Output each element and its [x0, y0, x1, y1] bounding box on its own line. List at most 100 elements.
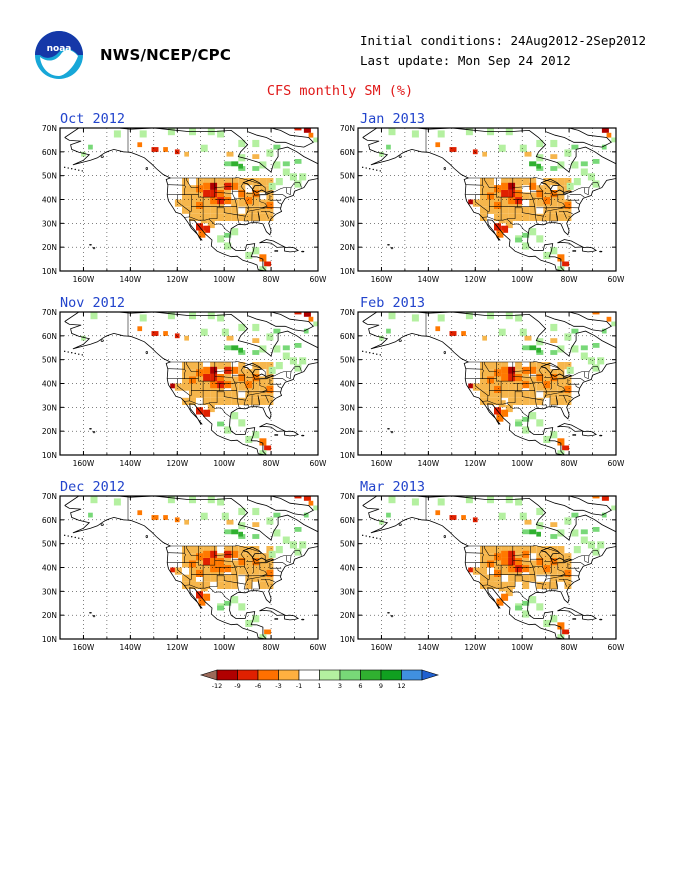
- anomaly-cell: [196, 383, 203, 391]
- state-border: [512, 192, 531, 194]
- anomaly-cell: [494, 376, 501, 384]
- coastline: [259, 239, 287, 248]
- anomaly-cell: [266, 390, 274, 398]
- anomaly-cell: [515, 421, 523, 427]
- anomaly-cell: [482, 335, 487, 341]
- anomaly-cell: [252, 383, 260, 391]
- anomaly-cell: [203, 550, 211, 558]
- anomaly-cell: [529, 574, 537, 582]
- anomaly-cell: [259, 376, 267, 384]
- anomaly-cell: [231, 178, 239, 186]
- anomaly-cell: [564, 385, 572, 393]
- anomaly-cell: [203, 374, 211, 382]
- anomaly-cell: [299, 173, 307, 181]
- lon-tick-label: 160W: [73, 275, 95, 284]
- coastline: [362, 128, 616, 271]
- lon-tick-label: 100W: [213, 459, 235, 468]
- state-border: [569, 194, 585, 198]
- anomaly-cell: [259, 450, 267, 455]
- anomaly-cell: [529, 376, 537, 384]
- state-border: [482, 584, 529, 602]
- anomaly-cell: [386, 328, 391, 334]
- anomaly-cell: [379, 335, 384, 341]
- anomaly-cell: [557, 567, 565, 575]
- anomaly-cell: [266, 574, 274, 582]
- lat-tick-label: 40N: [340, 380, 355, 389]
- anomaly-cell: [203, 546, 211, 554]
- anomaly-cell: [196, 362, 203, 370]
- anomaly-cell: [231, 546, 239, 554]
- anomaly-cell: [139, 314, 147, 322]
- anomaly-cell: [203, 383, 211, 391]
- anomaly-cell: [189, 553, 196, 561]
- state-border: [584, 371, 590, 380]
- anomaly-cell: [217, 381, 225, 389]
- anomaly-cell: [268, 550, 276, 558]
- anomaly-cell: [313, 137, 318, 143]
- state-border: [214, 192, 233, 194]
- anomaly-cell: [592, 343, 600, 348]
- state-border: [277, 384, 282, 389]
- state-border: [170, 360, 302, 378]
- anomaly-cell: [252, 374, 260, 382]
- anomaly-cell: [252, 178, 260, 186]
- anomaly-cell: [245, 567, 253, 575]
- lat-tick-label: 60N: [340, 148, 355, 157]
- anomaly-cell: [494, 569, 501, 577]
- anomaly-cell: [522, 546, 530, 554]
- anomaly-cell: [217, 206, 225, 214]
- panel-title: Oct 2012: [60, 111, 126, 127]
- anomaly-cell: [238, 185, 246, 193]
- anomaly-cell: [252, 390, 260, 398]
- lat-tick-label: 10N: [340, 451, 355, 460]
- anomaly-cell: [266, 546, 274, 554]
- island: [301, 618, 305, 621]
- anomaly-cell: [529, 383, 537, 391]
- anomaly-cell: [231, 213, 239, 221]
- anomaly-cell: [294, 527, 302, 532]
- anomaly-cell: [113, 498, 121, 506]
- anomaly-cell: [224, 376, 232, 384]
- anomaly-cell: [515, 314, 523, 322]
- anomaly-cell: [515, 546, 523, 554]
- anomaly-cell: [231, 596, 239, 604]
- anomaly-cell: [529, 560, 537, 568]
- anomaly-cell: [231, 376, 239, 384]
- anomaly-cell: [557, 390, 565, 398]
- state-border: [240, 551, 250, 591]
- anomaly-cell: [388, 128, 396, 136]
- anomaly-cell: [550, 369, 558, 377]
- state-border: [559, 211, 573, 215]
- anomaly-cell: [494, 369, 501, 377]
- anomaly-cell: [238, 507, 246, 516]
- colorbar-swatch: [401, 669, 423, 681]
- anomaly-cell: [508, 374, 516, 382]
- lon-tick-label: 140W: [119, 275, 141, 284]
- anomaly-cell: [224, 366, 232, 374]
- colorbar-tick-label: 12: [397, 682, 405, 690]
- anomaly-cell: [601, 144, 607, 150]
- anomaly-cell: [550, 534, 558, 539]
- anomaly-cell: [522, 581, 530, 589]
- anomaly-cell: [522, 600, 530, 606]
- state-border: [575, 568, 580, 573]
- anomaly-cell: [217, 130, 225, 138]
- lon-tick-label: 60W: [310, 643, 328, 652]
- lon-tick-label: 160W: [73, 459, 95, 468]
- state-border: [259, 379, 268, 392]
- anomaly-cell: [487, 199, 494, 207]
- anomaly-cell: [189, 383, 196, 391]
- state-border: [237, 398, 246, 401]
- anomaly-cell: [411, 130, 419, 138]
- anomaly-cell: [268, 366, 276, 374]
- anomaly-cell: [182, 362, 189, 370]
- anomaly-cell: [299, 357, 307, 365]
- anomaly-cell: [217, 235, 225, 243]
- anomaly-cell: [170, 383, 175, 389]
- colorbar-swatch: [216, 669, 238, 681]
- anomaly-cell: [566, 182, 574, 190]
- lat-tick-label: 20N: [42, 427, 57, 436]
- coastline: [64, 312, 318, 455]
- state-border: [236, 390, 240, 409]
- anomaly-cell: [580, 345, 588, 351]
